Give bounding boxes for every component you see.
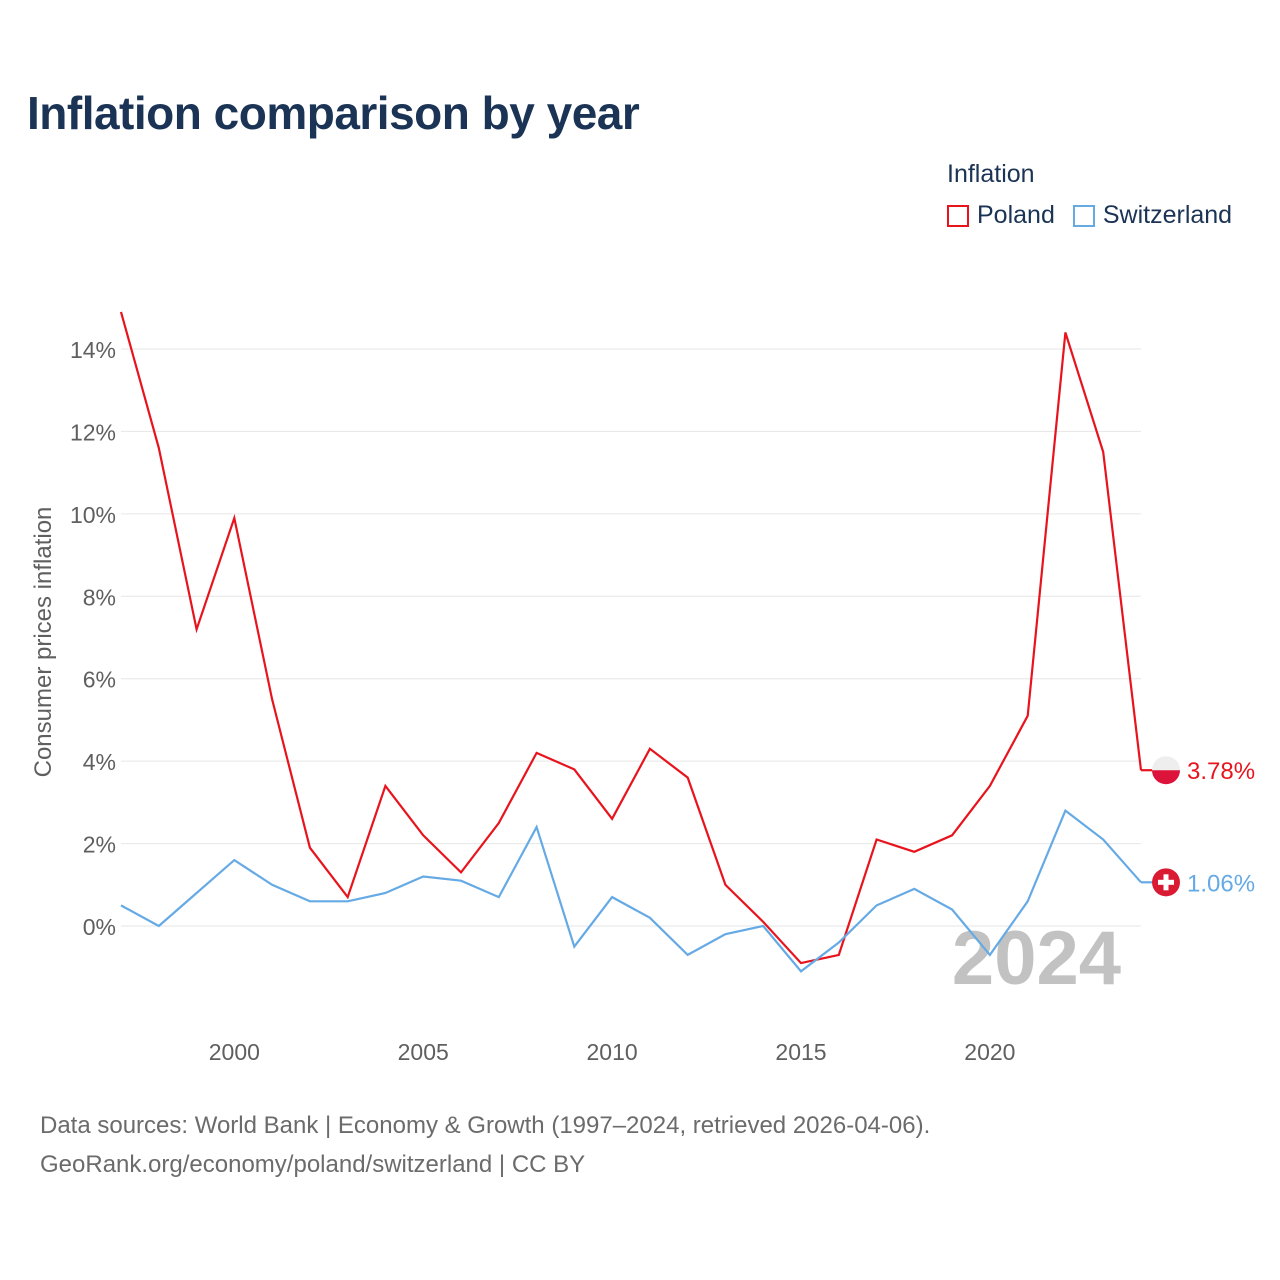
data-point-poland [1100, 449, 1106, 455]
data-point-switzerland [1062, 808, 1068, 814]
data-point-poland [118, 309, 124, 315]
legend-swatch-switzerland [1072, 204, 1095, 227]
data-point-poland [534, 750, 540, 756]
data-point-poland [798, 960, 804, 966]
legend-item-switzerland[interactable]: Switzerland [1072, 201, 1233, 230]
data-point-switzerland [118, 902, 124, 908]
series-line-poland [119, 311, 1143, 965]
legend-label-switzerland: Switzerland [1102, 201, 1233, 229]
data-point-switzerland [722, 931, 728, 937]
legend-item-poland[interactable]: Poland [947, 201, 1055, 230]
x-tick-label: 2010 [587, 1039, 638, 1065]
data-point-poland [231, 515, 237, 521]
data-point-poland [420, 832, 426, 838]
data-point-poland [647, 746, 653, 752]
data-point-switzerland [496, 894, 502, 900]
data-point-poland [194, 626, 200, 632]
y-tick-label: 10% [70, 502, 116, 528]
x-tick-label: 2020 [964, 1039, 1015, 1065]
data-point-switzerland [798, 968, 804, 974]
data-point-switzerland [685, 952, 691, 958]
data-point-switzerland [269, 882, 275, 888]
data-point-poland [496, 820, 502, 826]
data-point-switzerland [1025, 898, 1031, 904]
data-point-switzerland [836, 939, 842, 945]
data-point-poland [987, 783, 993, 789]
x-tick-label: 2000 [209, 1039, 260, 1065]
data-point-poland [911, 849, 917, 855]
data-point-switzerland [307, 898, 313, 904]
page-title: Inflation comparison by year [27, 87, 640, 139]
data-point-poland [685, 775, 691, 781]
y-tick-label: 8% [83, 584, 116, 610]
data-point-poland [571, 766, 577, 772]
data-source-note: Data sources: World Bank | Economy & Gro… [40, 1106, 930, 1184]
end-label-switzerland: 1.06% [1187, 870, 1255, 897]
data-point-switzerland [420, 874, 426, 880]
y-tick-label: 12% [70, 419, 116, 445]
y-tick-label: 6% [83, 667, 116, 693]
data-point-switzerland [949, 907, 955, 913]
y-tick-label: 0% [83, 914, 116, 940]
data-point-poland [458, 869, 464, 875]
data-point-poland [949, 832, 955, 838]
legend-title: Inflation [947, 160, 1035, 188]
y-tick-label: 14% [70, 337, 116, 363]
data-point-switzerland [231, 857, 237, 863]
data-point-poland [722, 882, 728, 888]
y-tick-label: 4% [83, 749, 116, 775]
data-point-poland [156, 445, 162, 451]
data-point-poland [1062, 330, 1068, 336]
data-point-switzerland [874, 902, 880, 908]
data-point-switzerland [345, 898, 351, 904]
source-line-2[interactable]: GeoRank.org/economy/poland/switzerland |… [40, 1151, 586, 1178]
switzerland-cross-horizontal [1158, 879, 1174, 885]
data-point-poland [609, 816, 615, 822]
end-label-poland: 3.78% [1187, 758, 1255, 785]
data-point-switzerland [534, 824, 540, 830]
x-tick-label: 2005 [398, 1039, 449, 1065]
data-point-poland [382, 783, 388, 789]
data-point-switzerland [760, 923, 766, 929]
legend-swatch-poland [947, 204, 969, 227]
data-point-switzerland [987, 952, 993, 958]
data-point-switzerland [156, 923, 162, 929]
y-axis-label: Consumer prices inflation [30, 507, 57, 778]
data-point-poland [269, 696, 275, 702]
data-point-switzerland [647, 915, 653, 921]
data-point-switzerland [458, 878, 464, 884]
year-watermark: 2024 [952, 916, 1121, 1001]
data-point-switzerland [382, 890, 388, 896]
poland-flag-icon-red-half [1152, 770, 1181, 785]
data-point-switzerland [194, 890, 200, 896]
data-point-poland [1025, 713, 1031, 719]
series-line-switzerland [120, 808, 1142, 973]
legend-label-poland: Poland [977, 201, 1055, 229]
data-point-poland [874, 836, 880, 842]
source-line-1: Data sources: World Bank | Economy & Gro… [40, 1112, 931, 1139]
data-point-switzerland [1100, 836, 1106, 842]
data-point-switzerland [911, 886, 917, 892]
y-tick-label: 2% [83, 832, 116, 858]
x-tick-label: 2015 [775, 1039, 826, 1065]
data-point-poland [307, 845, 313, 851]
data-point-switzerland [609, 894, 615, 900]
data-point-poland [836, 952, 842, 958]
data-point-switzerland [571, 944, 577, 950]
legend: Inflation Poland Switzerland [947, 160, 1232, 230]
